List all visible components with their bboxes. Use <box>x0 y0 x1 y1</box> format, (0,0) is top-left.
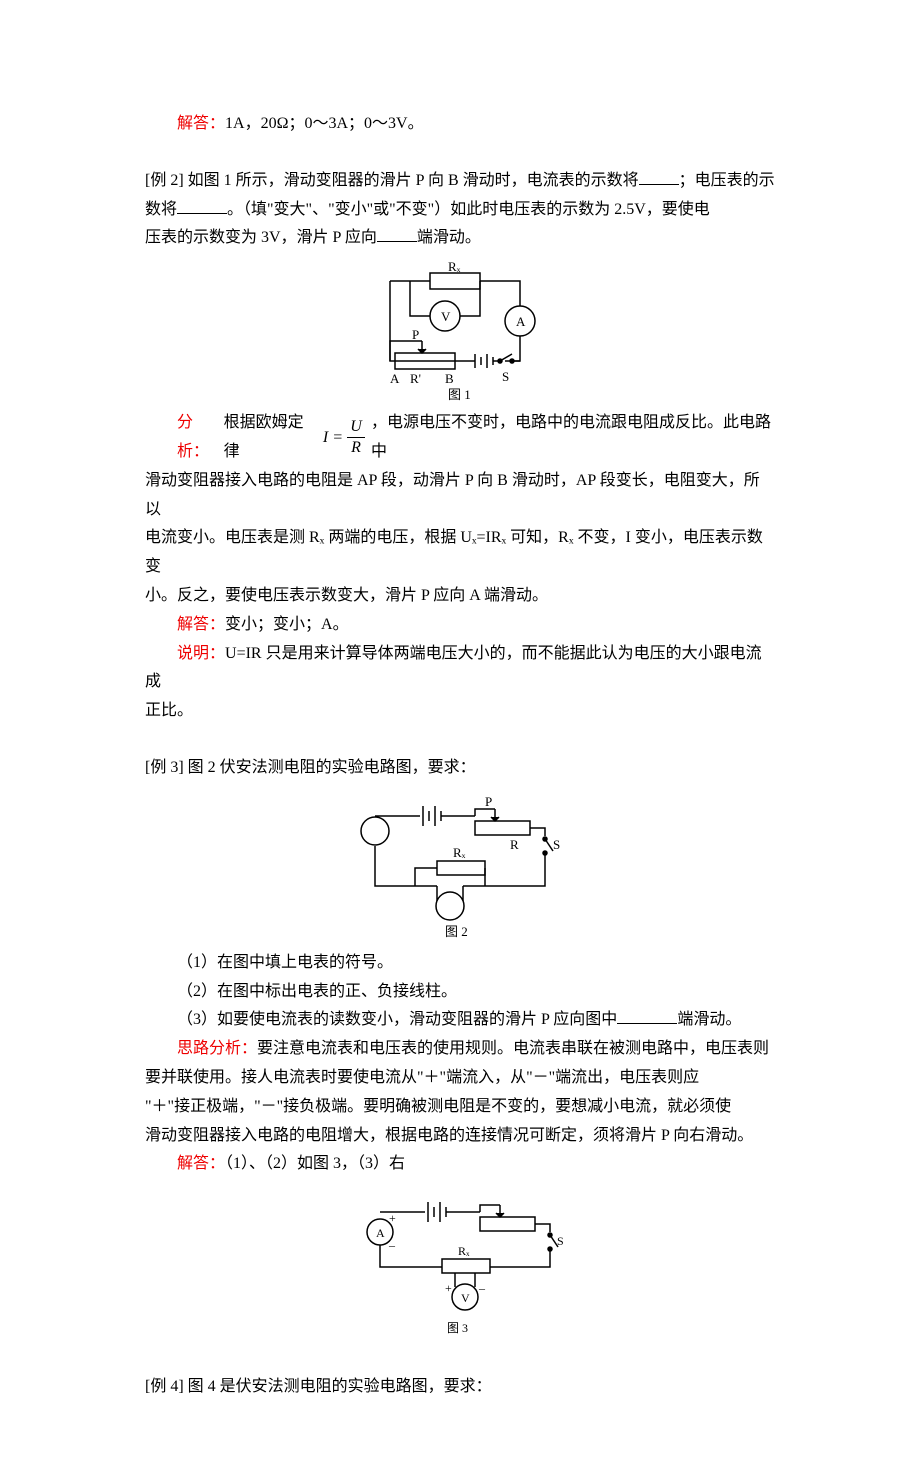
think-3-label: 思路分析： <box>177 1040 257 1057</box>
fig3-plus-v: + <box>445 1281 452 1295</box>
analysis-2-line1: 分析： 根据欧姆定律 I = U R ，电源电压不变时，电路中的电流跟电阻成反比… <box>145 409 775 467</box>
think-3-line3: "＋"接正极端，"－"接负极端。要明确被测电阻是不变的，要想减小电流，就必须使 <box>145 1093 775 1122</box>
formula-R: R <box>351 440 361 456</box>
example-3-heading: [例 3] 图 2 伏安法测电阻的实验电路图，要求： <box>145 754 775 783</box>
fig2-s-label: S <box>553 837 560 852</box>
analysis-2-label: 分析： <box>177 409 224 467</box>
note-2-text1: U=IR 只是用来计算导体两端电压大小的，而不能据此认为电压的大小跟电流成 <box>145 645 762 691</box>
fig2-r-label: R <box>510 837 519 852</box>
figure-3-diagram: A V Rₓ S + – + – 图 3 <box>345 1187 575 1337</box>
answer-2-label: 解答： <box>177 616 225 633</box>
formula-I: I <box>323 424 328 453</box>
fig1-p-label: P <box>412 327 419 342</box>
think-3-text1: 要注意电流表和电压表的使用规则。电流表串联在被测电路中，电压表则 <box>257 1040 769 1057</box>
fig3-minus-v: – <box>478 1281 486 1295</box>
fig1-caption: 图 1 <box>448 387 471 401</box>
q3-3: （3）如要使电流表的读数变小，滑动变阻器的滑片 P 应向图中 端滑动。 <box>145 1006 775 1035</box>
fig2-caption: 图 2 <box>445 924 468 939</box>
analysis-2-line4: 小。反之，要使电压表示数变大，滑片 P 应向 A 端滑动。 <box>145 582 775 611</box>
fig2-rx-label: Rₓ <box>453 845 466 860</box>
answer-3-label: 解答： <box>177 1155 225 1172</box>
fig1-s-label: S <box>502 369 509 384</box>
think-3-line2: 要并联使用。接人电流表时要使电流从"＋"端流入，从"－"端流出，电压表则应 <box>145 1064 775 1093</box>
fig1-rp-label: R' <box>410 371 421 386</box>
blank-3 <box>377 226 417 242</box>
example-2-heading: [例 2] 如图 1 所示，滑动变阻器的滑片 P 向 B 滑动时，电流表的示数将 <box>145 172 639 189</box>
answer-1-text: 1A，20Ω；0～3A；0～3V。 <box>225 115 424 132</box>
answer-2: 解答：变小；变小；A。 <box>145 611 775 640</box>
q3-2: （2）在图中标出电表的正、负接线柱。 <box>145 978 775 1007</box>
think-3-line1: 思路分析：要注意电流表和电压表的使用规则。电流表串联在被测电路中，电压表则 <box>145 1035 775 1064</box>
q3-1: （1）在图中填上电表的符号。 <box>145 949 775 978</box>
answer-3-text: （1）、（2）如图 3，（3）右 <box>225 1155 405 1172</box>
fig3-plus-a: + <box>389 1211 396 1225</box>
formula-U: U <box>350 419 362 435</box>
fig1-a-label: A <box>516 314 526 329</box>
example-2-line1: [例 2] 如图 1 所示，滑动变阻器的滑片 P 向 B 滑动时，电流表的示数将… <box>145 167 775 196</box>
blank-2 <box>177 198 227 214</box>
example-2-line2b: 。（填"变大"、"变小"或"不变"）如此时电压表的示数为 2.5V，要使电 <box>227 201 710 218</box>
think-3-line4: 滑动变阻器接入电路的电阻增大，根据电路的连接情况可断定，须将滑片 P 向右滑动。 <box>145 1122 775 1151</box>
fig1-b-label: B <box>445 371 454 386</box>
answer-1-label: 解答： <box>177 115 225 132</box>
figure-2-diagram: P R S Rₓ 图 2 <box>345 791 575 941</box>
fig1-v-label: V <box>441 309 451 324</box>
fig3-minus-a: – <box>388 1238 396 1252</box>
example-4-heading: [例 4] 图 4 是伏安法测电阻的实验电路图，要求： <box>145 1373 775 1402</box>
note-2-line2: 正比。 <box>145 697 775 726</box>
example-2-line3a: 压表的示数变为 3V，滑片 P 应向 <box>145 229 377 246</box>
example-2-line1b: ；电压表的示 <box>679 172 775 189</box>
fig3-rx-label: Rₓ <box>458 1244 470 1258</box>
note-2-label: 说明： <box>177 645 225 662</box>
example-2-line3: 压表的示数变为 3V，滑片 P 应向 端滑动。 <box>145 224 775 253</box>
analysis-2-line2: 滑动变阻器接入电路的电阻是 AP 段，动滑片 P 向 B 滑动时，AP 段变长，… <box>145 467 775 525</box>
example-2-line3b: 端滑动。 <box>417 229 481 246</box>
note-2-line1: 说明：U=IR 只是用来计算导体两端电压大小的，而不能据此认为电压的大小跟电流成 <box>145 640 775 698</box>
q3-3a: （3）如要使电流表的读数变小，滑动变阻器的滑片 P 应向图中 <box>177 1011 617 1028</box>
answer-2-text: 变小；变小；A。 <box>225 616 349 633</box>
fig3-s-label: S <box>557 1234 564 1248</box>
analysis-2-line3: 电流变小。电压表是测 Rₓ 两端的电压，根据 Uₓ=IRₓ 可知，Rₓ 不变，I… <box>145 524 775 582</box>
answer-3: 解答：（1）、（2）如图 3，（3）右 <box>145 1150 775 1179</box>
fig2-p-label: P <box>485 794 492 809</box>
q3-3b: 端滑动。 <box>677 1011 741 1028</box>
fig3-a-label: A <box>376 1226 385 1240</box>
fig1-aleft-label: A <box>390 371 400 386</box>
answer-1: 解答：1A，20Ω；0～3A；0～3V。 <box>145 110 775 139</box>
fig3-v-label: V <box>461 1291 470 1305</box>
blank-4 <box>617 1008 677 1024</box>
figure-1-diagram: Rₓ V A P A R' B S 图 1 <box>350 261 570 401</box>
analysis-2-post: ，电源电压不变时，电路中的电流跟电阻成反比。此电路中 <box>371 409 775 467</box>
fig1-rx-label: Rₓ <box>448 261 461 274</box>
analysis-2-pre: 根据欧姆定律 <box>224 409 317 467</box>
blank-1 <box>639 169 679 185</box>
fraction-bar <box>347 437 365 438</box>
example-2-line2: 数将 。（填"变大"、"变小"或"不变"）如此时电压表的示数为 2.5V，要使电 <box>145 196 775 225</box>
fig3-caption: 图 3 <box>447 1321 468 1335</box>
formula-eq: = <box>332 424 343 453</box>
example-2-line2a: 数将 <box>145 201 177 218</box>
